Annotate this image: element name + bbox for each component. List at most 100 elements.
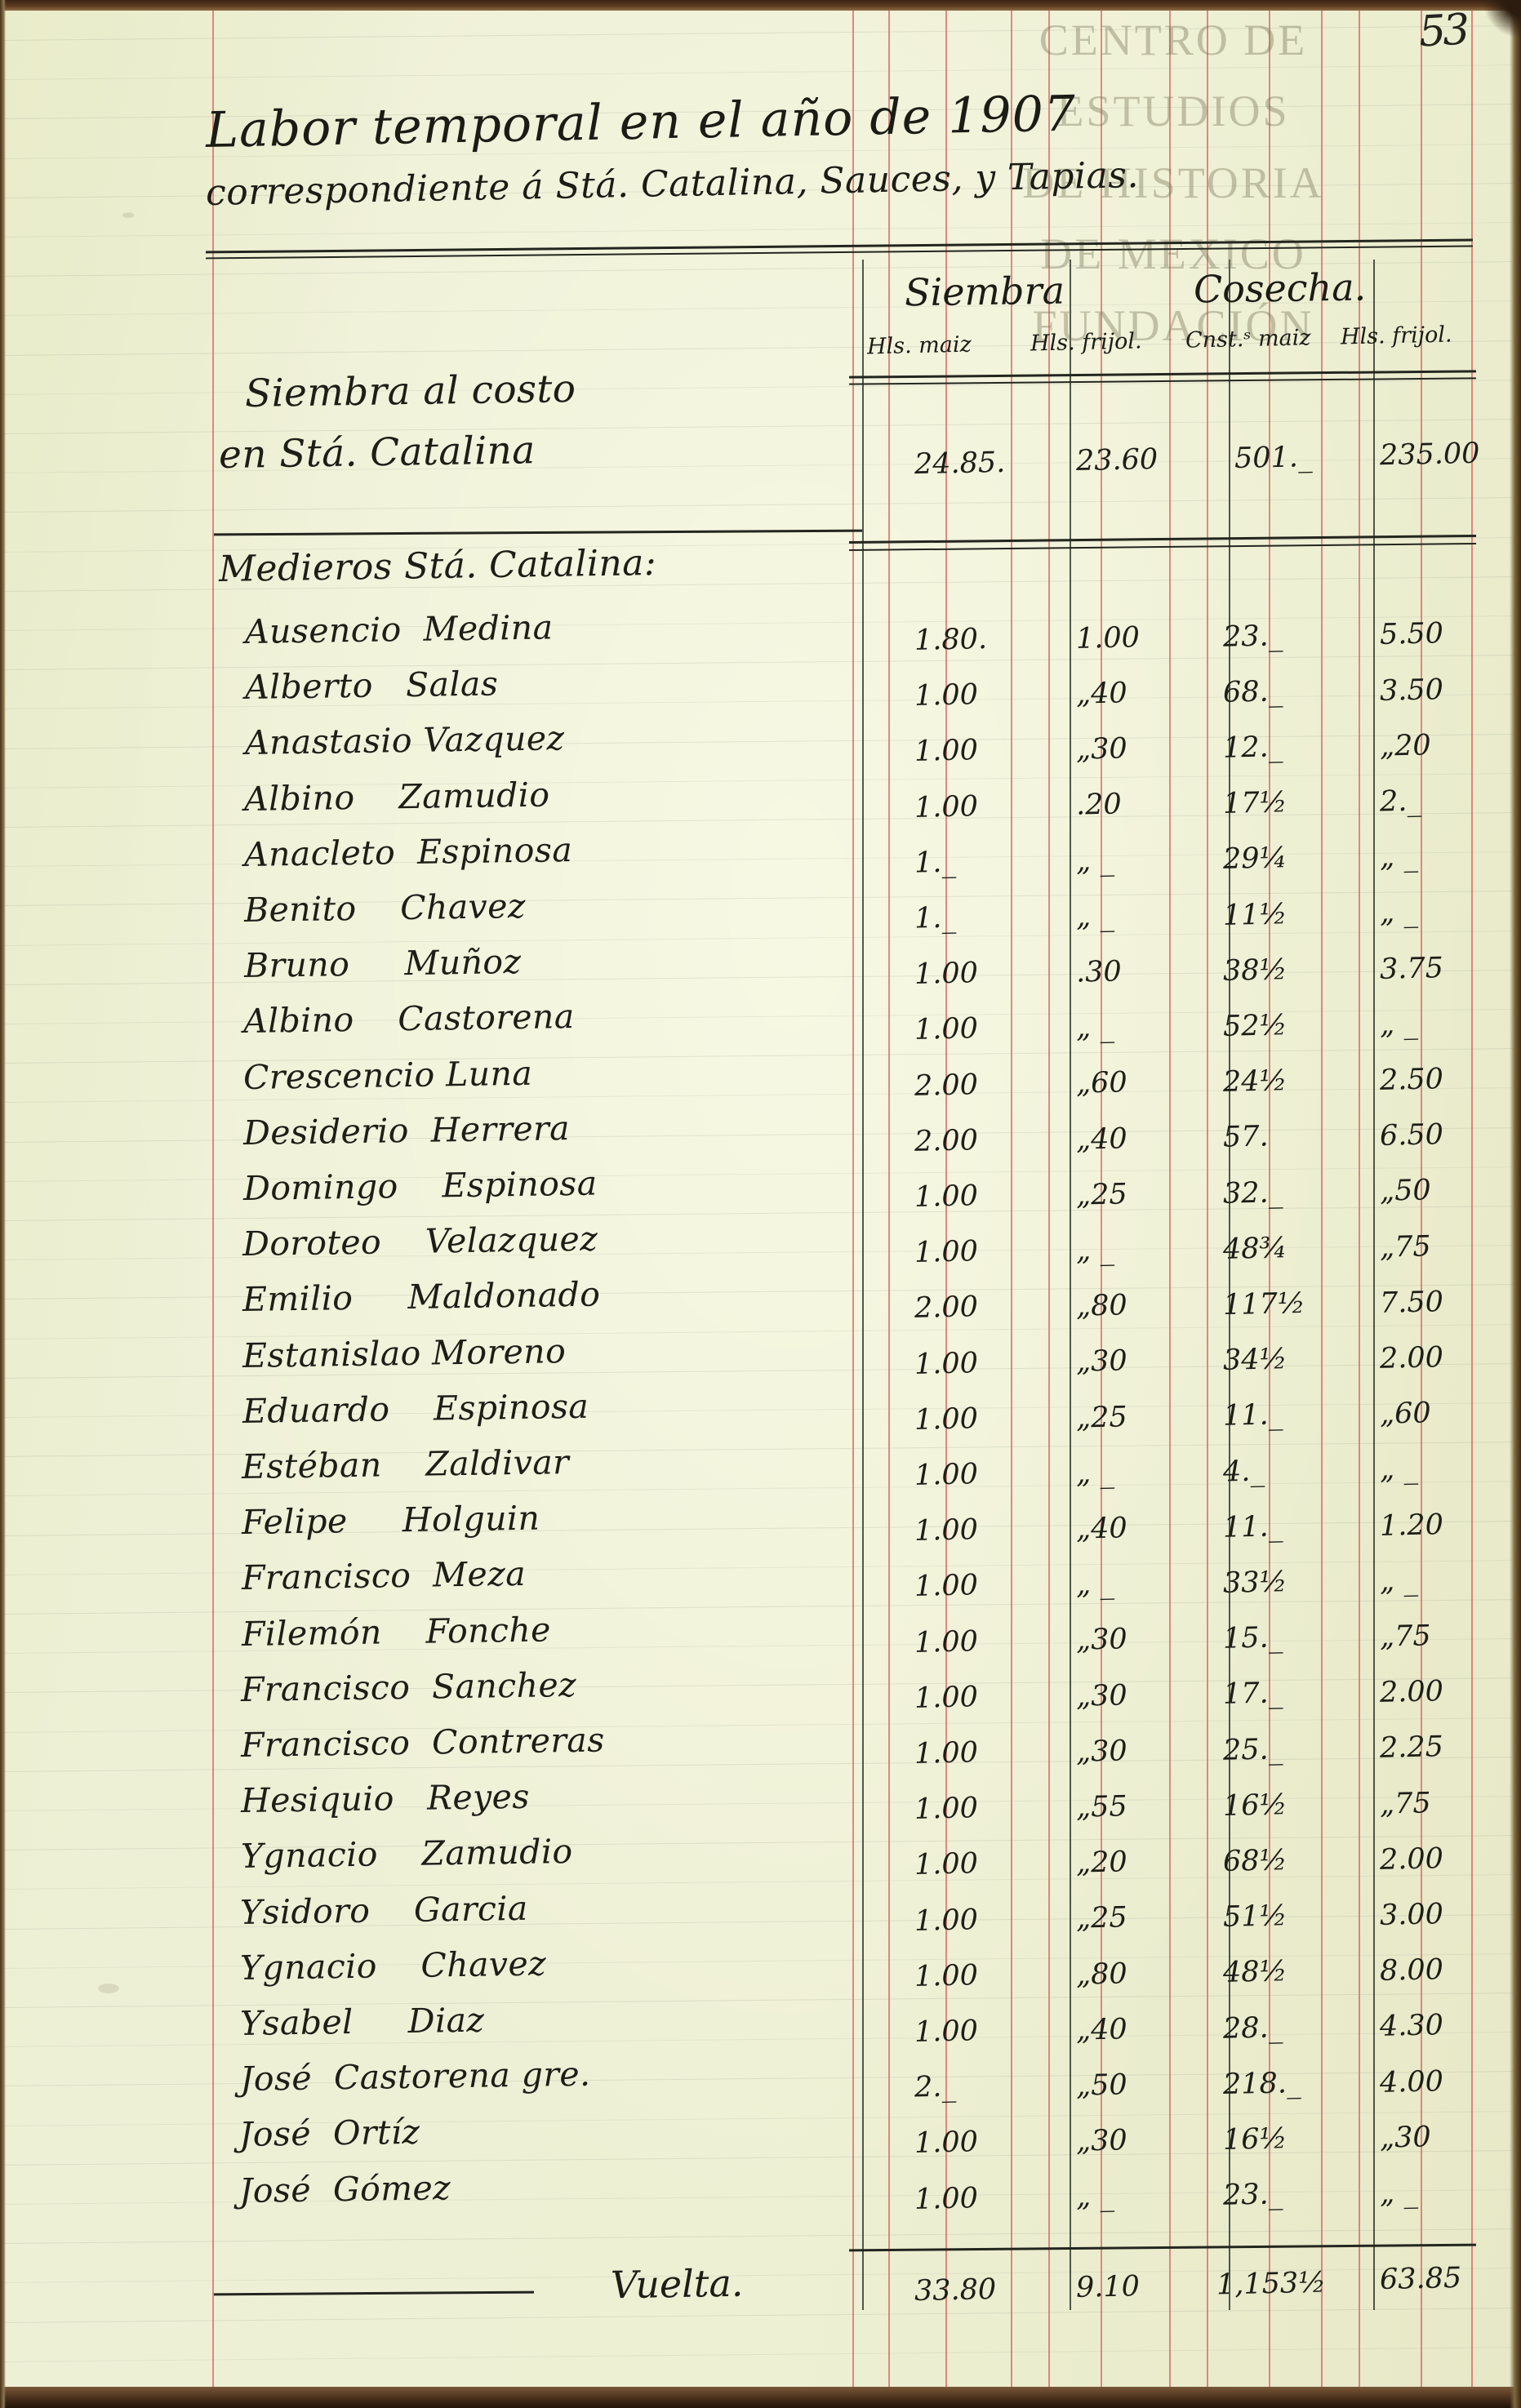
- table-cell-value: „30: [1075, 2124, 1128, 2158]
- horizontal-rule: [0, 2032, 1521, 2048]
- horizontal-rule: [0, 694, 1521, 710]
- table-cell-value: „30: [1075, 732, 1128, 766]
- table-row-label: Bruno Muñoz: [243, 942, 522, 986]
- table-row-label: Ygnacio Chavez: [239, 1944, 547, 1988]
- vertical-red-rule: [1169, 0, 1171, 2408]
- table-cell-value: 57.: [1222, 1120, 1270, 1154]
- table-cell-value: 16½: [1222, 2122, 1288, 2157]
- table-cell-value: „80: [1075, 1289, 1128, 1323]
- table-cell-value: „50: [1379, 1174, 1432, 1209]
- table-cell-value: 1.00: [914, 1458, 979, 1492]
- table-row-label: Doroteo Velazquez: [242, 1219, 598, 1264]
- table-cell-value: 2.00: [1379, 1675, 1444, 1709]
- horizontal-rule: [0, 1126, 1521, 1143]
- vertical-red-rule: [1471, 0, 1473, 2408]
- table-row-label: Desiderio Herrera: [242, 1108, 571, 1153]
- table-cell-value: 32._: [1222, 1175, 1283, 1211]
- table-row-label: José Ortíz: [238, 2113, 420, 2155]
- horizontal-rule: [0, 1599, 1521, 1615]
- horizontal-rule: [0, 1874, 1521, 1890]
- total-value-cnst-maiz: 1,153½: [1216, 2266, 1327, 2302]
- rule-under-column-headers: [849, 370, 1476, 379]
- table-row-label: Francisco Meza: [241, 1554, 527, 1598]
- horizontal-rule: [0, 1520, 1521, 1536]
- table-cell-value: „40: [1075, 677, 1128, 711]
- intro-value-hls-frijol: 23.60: [1075, 442, 1159, 478]
- page-corner-shadow: [1483, 0, 1521, 38]
- horizontal-rule: [0, 2189, 1521, 2205]
- intro-row-label-line2: en Stá. Catalina: [218, 428, 536, 478]
- horizontal-rule: [0, 64, 1521, 81]
- table-cell-value: „30: [1075, 1678, 1128, 1713]
- intro-value-cnst-maiz: 501._: [1234, 441, 1313, 475]
- horizontal-rule: [0, 1953, 1521, 1969]
- table-cell-value: 34½: [1222, 1343, 1288, 1378]
- table-cell-value: 1.00: [914, 1903, 979, 1938]
- table-cell-value: 1.00: [914, 678, 979, 713]
- page-title: Labor temporal en el año de 1907: [205, 85, 1077, 159]
- table-cell-value: „30: [1075, 1735, 1128, 1769]
- table-cell-value: „30: [1075, 1623, 1128, 1658]
- table-cell-value: 1.00: [914, 2181, 979, 2216]
- rule-under-column-headers-2: [849, 377, 1476, 385]
- table-cell-value: „ _: [1075, 1456, 1115, 1491]
- table-cell-value: .30: [1075, 955, 1123, 989]
- table-cell-value: 6.50: [1379, 1118, 1444, 1153]
- table-cell-value: 1.20: [1379, 1508, 1444, 1543]
- horizontal-rule: [0, 2110, 1521, 2126]
- column-header-hls-frijol-siembra: Hls. frijol.: [1030, 328, 1142, 357]
- table-cell-value: „75: [1379, 1229, 1432, 1264]
- table-cell-value: 17½: [1222, 786, 1288, 821]
- table-cell-value: 8.00: [1379, 1953, 1444, 1988]
- table-cell-value: 16½: [1222, 1788, 1288, 1823]
- table-cell-value: 51½: [1222, 1899, 1288, 1935]
- table-cell-value: .20: [1075, 788, 1123, 822]
- intro-row-label-line1: Siembra al costo: [244, 366, 576, 416]
- table-row-label: Alberto Salas: [244, 664, 499, 708]
- horizontal-rule: [0, 1677, 1521, 1694]
- table-cell-value: „ _: [1379, 1007, 1419, 1042]
- horizontal-rule: [0, 655, 1521, 671]
- horizontal-rule: [0, 1442, 1521, 1458]
- table-cell-value: 5.50: [1379, 617, 1444, 652]
- table-row-label: Estéban Zaldivar: [241, 1442, 570, 1486]
- table-cell-value: 1.00: [914, 1569, 979, 1604]
- watermark-line-1: CENTRO DE: [1038, 16, 1308, 64]
- table-cell-value: 1.00: [914, 957, 979, 991]
- horizontal-rule: [0, 772, 1521, 789]
- table-cell-value: „75: [1379, 1786, 1432, 1821]
- total-value-hls-frijol-cosecha: 63.85: [1379, 2261, 1462, 2297]
- table-cell-value: 3.75: [1379, 951, 1444, 986]
- table-row-label: Hesiquio Reyes: [240, 1776, 530, 1821]
- intro-value-hls-frijol-cosecha: 235.00: [1379, 437, 1480, 473]
- horizontal-rule: [0, 1048, 1521, 1064]
- table-row-label: Anastasio Vazquez: [244, 718, 565, 763]
- table-cell-value: „55: [1075, 1790, 1128, 1824]
- table-cell-value: 2.00: [914, 1291, 979, 1326]
- horizontal-rule: [0, 1245, 1521, 1261]
- table-cell-value: 2.00: [1379, 1842, 1444, 1877]
- table-cell-value: 2.25: [1379, 1730, 1444, 1766]
- vertical-column-rule: [1070, 260, 1071, 2310]
- table-cell-value: „ _: [1075, 1567, 1115, 1602]
- table-cell-value: 11._: [1222, 1398, 1283, 1433]
- rule-above-section: [213, 529, 863, 536]
- table-cell-value: „60: [1379, 1397, 1432, 1431]
- table-cell-value: „25: [1075, 1400, 1128, 1435]
- rule-under-subtitle-2: [206, 245, 1473, 260]
- table-cell-value: 3.50: [1379, 673, 1444, 708]
- horizontal-rule: [0, 1206, 1521, 1221]
- horizontal-rule: [0, 1481, 1521, 1497]
- table-cell-value: 15._: [1222, 1621, 1283, 1655]
- table-cell-value: 1.00: [914, 1680, 979, 1715]
- vertical-red-rule: [852, 0, 854, 2408]
- table-cell-value: 1.00: [914, 2126, 979, 2161]
- table-cell-value: 7.50: [1379, 1285, 1444, 1320]
- vertical-red-rule: [1048, 0, 1050, 2408]
- rule-above-section-right-2: [849, 542, 1476, 551]
- table-cell-value: „ _: [1379, 895, 1419, 930]
- horizontal-rule: [0, 733, 1521, 749]
- horizontal-rule: [0, 1717, 1521, 1733]
- table-cell-value: 2.50: [1379, 1063, 1444, 1097]
